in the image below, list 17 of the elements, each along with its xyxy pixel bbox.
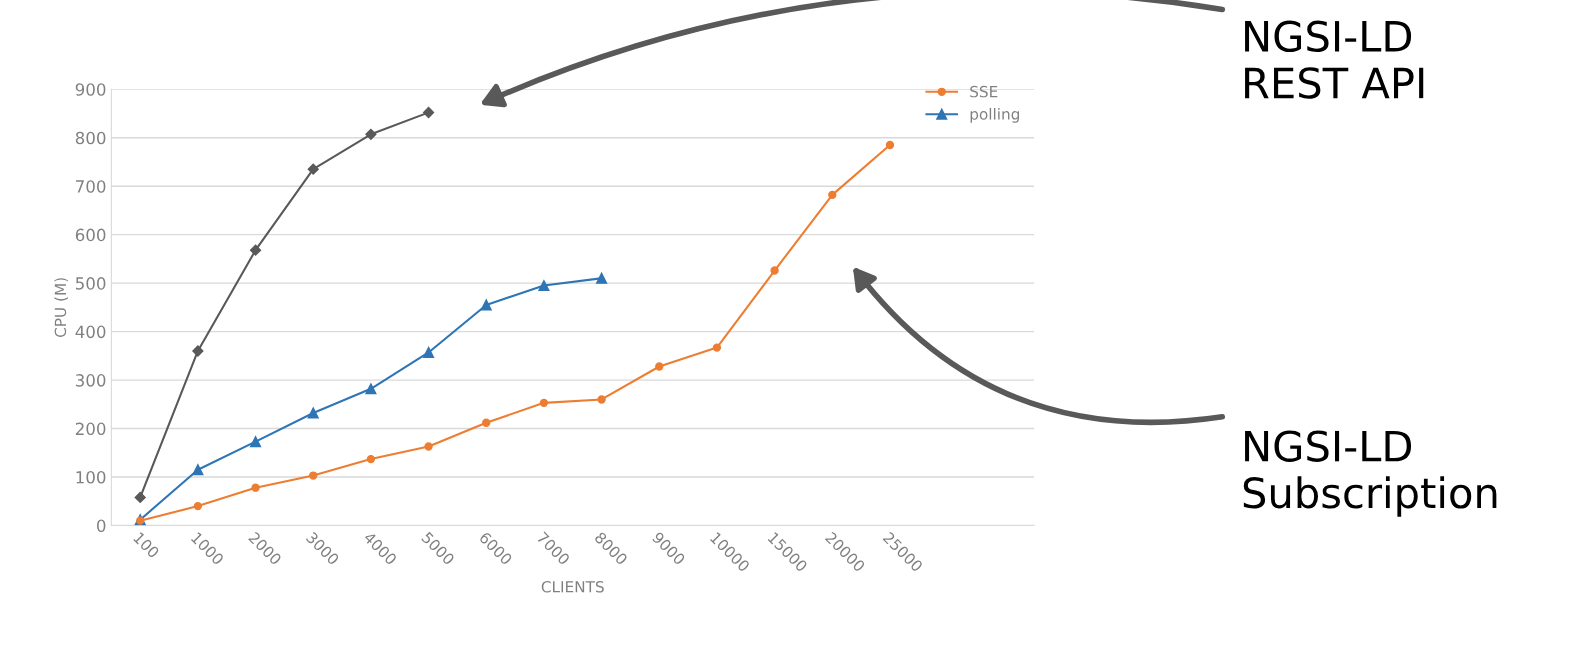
y-axis-title: CPU (M) [54, 278, 68, 338]
y-tick-label: 800 [75, 131, 106, 145]
y-tick-label: 400 [75, 325, 106, 339]
y-tick-label: 900 [75, 83, 106, 96]
y-tick-label: 0 [97, 519, 106, 533]
y-tick-label: 600 [75, 228, 106, 242]
y-tick-label: 300 [75, 374, 106, 387]
legend-label: SSE [970, 85, 998, 98]
y-tick-label: 700 [76, 180, 106, 193]
text: NGSI-LD Subscription [1243, 430, 1497, 517]
y-tick-label: 100 [76, 470, 106, 484]
x-tick-label: 100 [133, 531, 160, 559]
x-axis-title: CLIENTS [541, 581, 604, 593]
legend-label: polling [970, 107, 1020, 123]
y-tick-label: 200 [75, 422, 106, 436]
y-tick-label: 500 [75, 277, 106, 290]
text: NGSI-LD REST API [1245, 20, 1424, 99]
